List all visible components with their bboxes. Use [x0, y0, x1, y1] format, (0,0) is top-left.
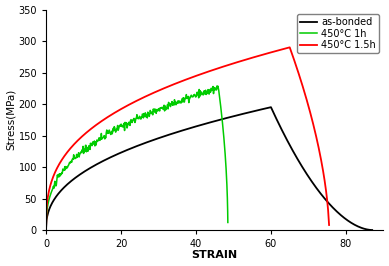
Line: 450°C 1.5h: 450°C 1.5h	[46, 47, 329, 230]
450°C 1.5h	[291, 57, 296, 60]
450°C 1h	[44, 228, 48, 232]
450°C 1.5h	[44, 228, 48, 232]
450°C 1.5h	[287, 46, 292, 49]
450°C 1.5h	[327, 223, 331, 227]
as-bonded	[44, 228, 48, 232]
as-bonded	[269, 106, 273, 109]
450°C 1.5h	[214, 67, 219, 70]
as-bonded	[138, 143, 142, 146]
450°C 1h	[182, 97, 187, 101]
as-bonded	[150, 139, 154, 142]
as-bonded	[337, 213, 342, 216]
as-bonded	[326, 201, 330, 204]
450°C 1h	[183, 96, 187, 99]
Y-axis label: Stress(MPa): Stress(MPa)	[5, 89, 16, 150]
450°C 1h	[215, 84, 219, 88]
450°C 1.5h	[323, 186, 328, 189]
as-bonded	[161, 135, 166, 138]
Line: 450°C 1h: 450°C 1h	[46, 86, 228, 230]
X-axis label: STRAIN: STRAIN	[192, 251, 238, 260]
as-bonded	[370, 228, 375, 232]
450°C 1h	[82, 147, 86, 151]
450°C 1.5h	[174, 82, 179, 85]
450°C 1h	[150, 110, 154, 114]
450°C 1h	[226, 221, 230, 224]
450°C 1h	[165, 103, 170, 106]
450°C 1.5h	[209, 69, 214, 72]
Legend: as-bonded, 450°C 1h, 450°C 1.5h: as-bonded, 450°C 1h, 450°C 1.5h	[296, 14, 378, 53]
Line: as-bonded: as-bonded	[46, 107, 372, 230]
as-bonded	[210, 120, 215, 123]
450°C 1h	[175, 101, 179, 104]
450°C 1.5h	[313, 130, 317, 134]
